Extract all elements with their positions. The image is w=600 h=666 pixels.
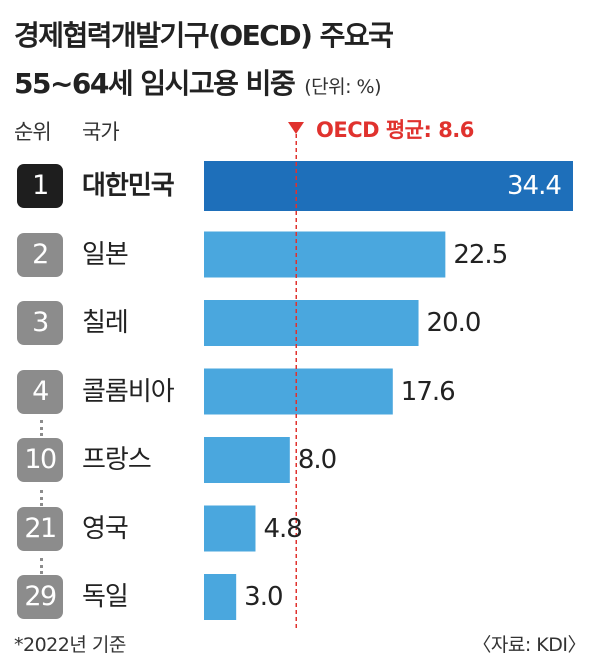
data-label: 4.8 (263, 513, 302, 544)
rank-badge: 4 (17, 369, 63, 414)
rank-gap-dots (40, 558, 43, 574)
bar-6 (204, 505, 256, 552)
data-label: 20.0 (426, 308, 482, 338)
rank-badge: 10 (17, 438, 63, 482)
country-label: 칠레 (82, 308, 129, 338)
chart-title-line2: 55~64세 임시고용 비중 (단위: %) (14, 62, 381, 102)
rank-badge: 29 (17, 575, 63, 619)
source-label: 〈자료: KDI〉 (472, 634, 586, 656)
rank-badge: 1 (17, 164, 63, 208)
rank-badge: 2 (17, 232, 63, 277)
country-label: 일본 (82, 239, 129, 270)
country-column-header: 국가 (82, 120, 120, 144)
oecd-average-text: OECD 평균: 8.6 (316, 118, 474, 142)
bar-2 (204, 231, 446, 278)
rank-gap-dots (40, 490, 43, 506)
chart-title-line1: 경제협력개발기구(OECD) 주요국 (14, 19, 394, 52)
bar-7 (204, 574, 237, 620)
chart-subtitle: 55~64세 임시고용 비중 (14, 67, 296, 100)
bar-1 (204, 161, 573, 211)
bar-4 (204, 368, 393, 415)
bar-3 (204, 300, 419, 346)
rank-gap-dots (40, 420, 43, 436)
rank-column-header: 순위 (14, 120, 52, 144)
oecd-average-label: OECD 평균: 8.6 (288, 114, 474, 144)
data-label: 8.0 (297, 445, 337, 475)
data-label: 34.4 (507, 171, 562, 201)
country-label: 영국 (82, 513, 129, 544)
data-label: 3.0 (244, 582, 283, 612)
country-label: 대한민국 (82, 171, 175, 201)
triangle-down-icon (288, 122, 304, 134)
country-label: 콜롬비아 (82, 376, 175, 407)
bar-5 (204, 437, 290, 483)
country-label: 독일 (82, 582, 129, 612)
rank-badge: 3 (17, 301, 63, 345)
data-label: 17.6 (400, 376, 456, 407)
rank-badge: 21 (17, 506, 63, 551)
country-label: 프랑스 (82, 445, 152, 475)
data-label: 22.5 (453, 239, 508, 270)
footnote: *2022년 기준 (14, 634, 126, 656)
unit-label: (단위: %) (304, 76, 381, 98)
